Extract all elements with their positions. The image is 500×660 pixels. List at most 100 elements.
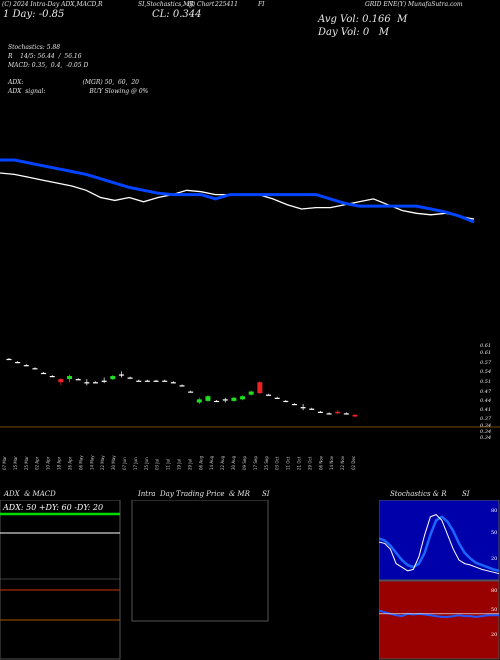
stoch-tick: 20 <box>491 556 497 562</box>
date-tick: 25 Jun <box>144 457 149 470</box>
date-tick: 25 Sep <box>264 456 269 470</box>
candle-body <box>153 380 159 382</box>
header-source: (C) 2024 Intra-Day ADX,MACD,R <box>2 1 103 8</box>
price-tick: 0.41 <box>480 407 492 413</box>
candles <box>6 357 358 418</box>
date-tick: 14 May <box>89 455 94 470</box>
header-chart: (J) Chart <box>188 1 215 8</box>
header-code: 225411 <box>215 1 238 8</box>
candle-body <box>110 376 116 380</box>
date-tick: 14 Aug <box>209 455 214 470</box>
candle-body <box>291 404 297 406</box>
price-tick: 0.61 <box>480 343 492 349</box>
date-tick: 06 Nov <box>318 455 323 470</box>
price-tick: 0.54 <box>480 369 492 375</box>
candle-body <box>144 380 150 382</box>
stoch-panel-si: SI <box>462 490 470 498</box>
rsi-line <box>379 609 499 618</box>
candle-body <box>274 397 280 399</box>
header-site: GRID ENE(Y) MunafaSutra.com <box>365 1 463 8</box>
adx-values: ADX: 50 +DY: 60 -DY: 20 <box>2 503 103 512</box>
candle-body <box>32 368 38 370</box>
candle-body <box>84 382 90 384</box>
candle-body <box>335 411 341 414</box>
stochastics-rsi-panel: 80 50 20 80 50 20 <box>379 500 500 660</box>
stoch-panel-title: Stochastics & R <box>390 490 447 498</box>
date-tick: 09 Sep <box>242 456 247 470</box>
candle-body <box>266 394 271 396</box>
date-tick: 11 Jul <box>166 459 171 470</box>
adx-value: ADX: (MGR) 50, 60, 20 <box>8 79 139 86</box>
candle-body <box>49 376 55 378</box>
date-tick: 03 Oct <box>275 456 280 470</box>
candle-body <box>179 385 185 387</box>
date-tick: 10 Apr <box>46 456 51 470</box>
candle-body <box>15 362 21 364</box>
header-indicators: SI,Stochastics,MR <box>138 1 194 8</box>
price-tick: 0.37 <box>480 416 492 422</box>
stoch-tick: 50 <box>491 530 497 536</box>
date-tick: 18 Apr <box>57 456 62 470</box>
date-tick: 14 Nov <box>329 455 334 470</box>
candle-body <box>300 407 306 409</box>
stoch-d-line <box>379 515 500 573</box>
candle-body <box>136 380 142 382</box>
date-tick: 17 Jun <box>133 457 138 470</box>
price-tick: 0.51 <box>480 379 492 385</box>
candle-body <box>188 391 194 393</box>
candle-body <box>75 379 81 381</box>
candle-body <box>205 396 211 401</box>
date-tick: 22 Aug <box>220 455 225 470</box>
candle-body <box>67 376 73 380</box>
candle-body <box>23 365 29 367</box>
date-tick: 19 Jul <box>177 459 182 470</box>
date-tick: 22 Nov <box>340 455 345 470</box>
close-price: CL: 0.344 <box>152 9 202 20</box>
price-tick: 0.61 <box>480 350 492 356</box>
adx-macd-panel: ADX: 50 +DY: 60 -DY: 20 <box>0 500 121 660</box>
price-tick: 0.34 <box>480 435 492 441</box>
candle-body <box>6 358 12 361</box>
price-tick: 0.57 <box>480 360 492 366</box>
candle-body <box>214 400 220 403</box>
candle-body <box>231 397 237 401</box>
intraday-panel <box>131 500 269 622</box>
candle-body <box>257 382 263 394</box>
date-tick: 30 Aug <box>231 455 236 470</box>
date-tick: 06 May <box>78 455 83 470</box>
candle-body <box>222 399 228 401</box>
date-tick: 17 Sep <box>253 456 258 470</box>
adx-signal: ADX signal: BUY Slowing @ 0% <box>8 88 149 95</box>
candle-body <box>309 408 315 410</box>
candle-body <box>248 391 254 395</box>
stoch-k-line <box>379 514 500 575</box>
price-tick: 0.47 <box>480 389 492 395</box>
candle-body <box>118 374 124 376</box>
date-tick: 30 May <box>111 455 116 470</box>
date-tick: 15 Mar <box>13 456 18 470</box>
rsi-area <box>379 580 500 660</box>
blue-ma-line <box>0 158 475 224</box>
ma-lines <box>0 158 475 224</box>
candle-body <box>41 372 47 375</box>
rsi-tick: 20 <box>491 632 497 638</box>
date-axis: 07 Mar 15 Mar 25 Mar 02 Apr 10 Apr 18 Apr 26 A… <box>2 455 356 470</box>
date-tick: 22 May <box>100 455 105 470</box>
candle-body <box>240 396 246 400</box>
date-tick: 26 Apr <box>67 456 72 470</box>
candle-body <box>93 382 98 384</box>
rsi-tick: 50 <box>491 607 497 613</box>
candle-body <box>326 413 332 415</box>
date-tick: 25 Mar <box>24 456 29 470</box>
date-tick: 07 Jun <box>122 457 127 470</box>
adx-panel-title: ADX & MACD <box>4 490 56 498</box>
candle-body <box>58 379 64 383</box>
intraday-panel-title: Intra Day Trading Price & MR <box>138 490 250 498</box>
candle-body <box>170 382 176 384</box>
candle-body <box>343 413 349 415</box>
date-tick: 29 Oct <box>307 456 312 470</box>
stoch-tick: 80 <box>491 508 497 514</box>
date-tick: 06 Aug <box>198 455 203 470</box>
macd-value: MACD: 0.35, 0.4, -0.05 D <box>8 62 89 69</box>
day-change: 1 Day: -0.85 <box>3 9 65 20</box>
